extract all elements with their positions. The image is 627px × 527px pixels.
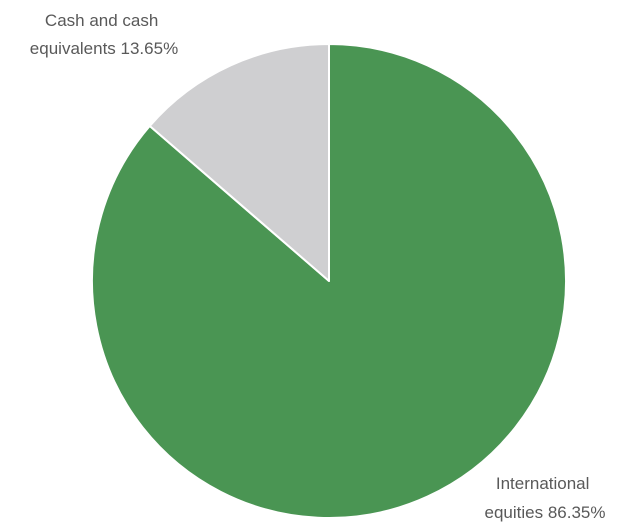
- label-international-equities-line2: equities 86.35%: [485, 503, 606, 522]
- label-international-equities-line1: International: [496, 474, 590, 493]
- label-cash-line1: Cash and cash: [45, 11, 158, 30]
- pie-slices: [91, 43, 567, 519]
- label-cash-line2: equivalents 13.65%: [30, 39, 178, 58]
- pie-slice-international-equities: [91, 43, 567, 519]
- label-cash-and-cash-equivalents: Cash and cash equivalents 13.65%: [30, 11, 178, 58]
- pie-slice-cash-and-cash-equivalents: [148, 43, 330, 282]
- label-international-equities: International equities 86.35%: [485, 474, 606, 522]
